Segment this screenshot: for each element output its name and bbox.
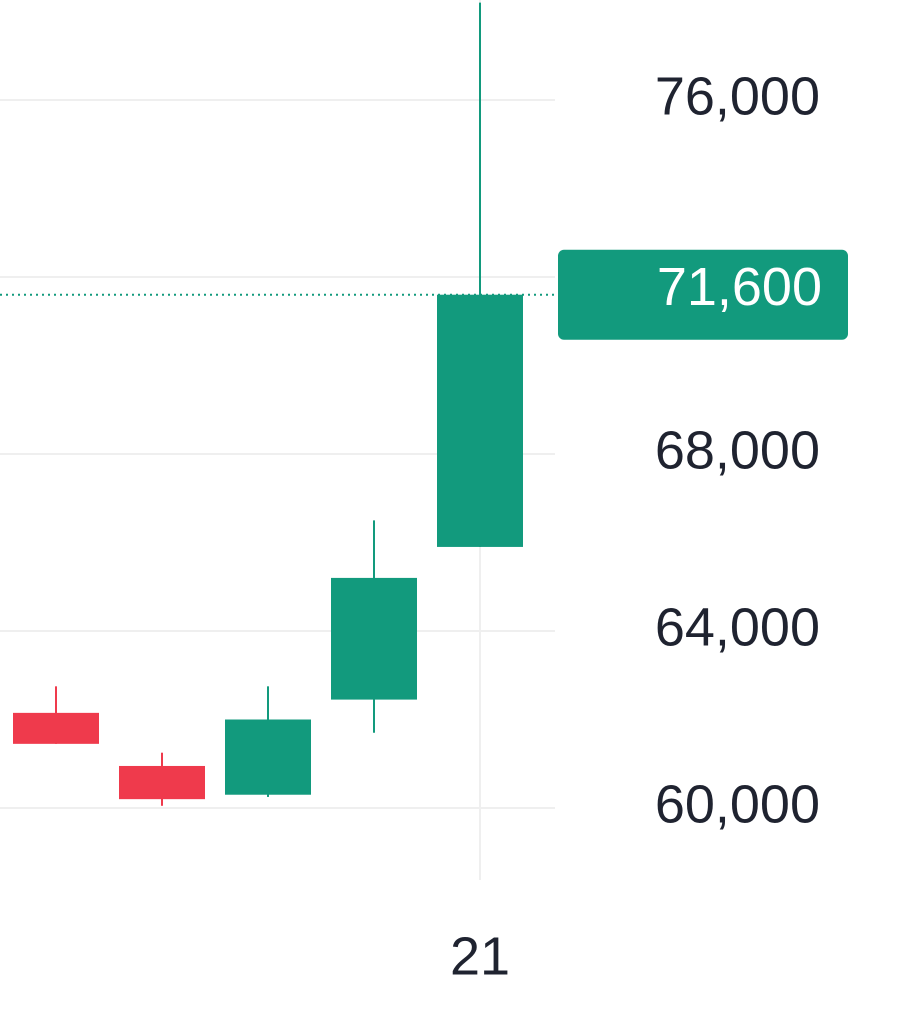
candle-body [119, 765, 205, 800]
last-price-badge [558, 249, 848, 340]
last-price-label: 71,600 [657, 257, 822, 317]
candle-body [225, 719, 311, 795]
x-tick-label: 21 [450, 926, 510, 986]
candle-body [437, 294, 523, 547]
y-tick-label: 60,000 [655, 774, 820, 834]
candle-body [13, 712, 99, 744]
y-tick-label: 64,000 [655, 597, 820, 657]
y-tick-label: 76,000 [655, 66, 820, 126]
y-tick-label: 68,000 [655, 420, 820, 480]
candle-body [331, 577, 417, 700]
